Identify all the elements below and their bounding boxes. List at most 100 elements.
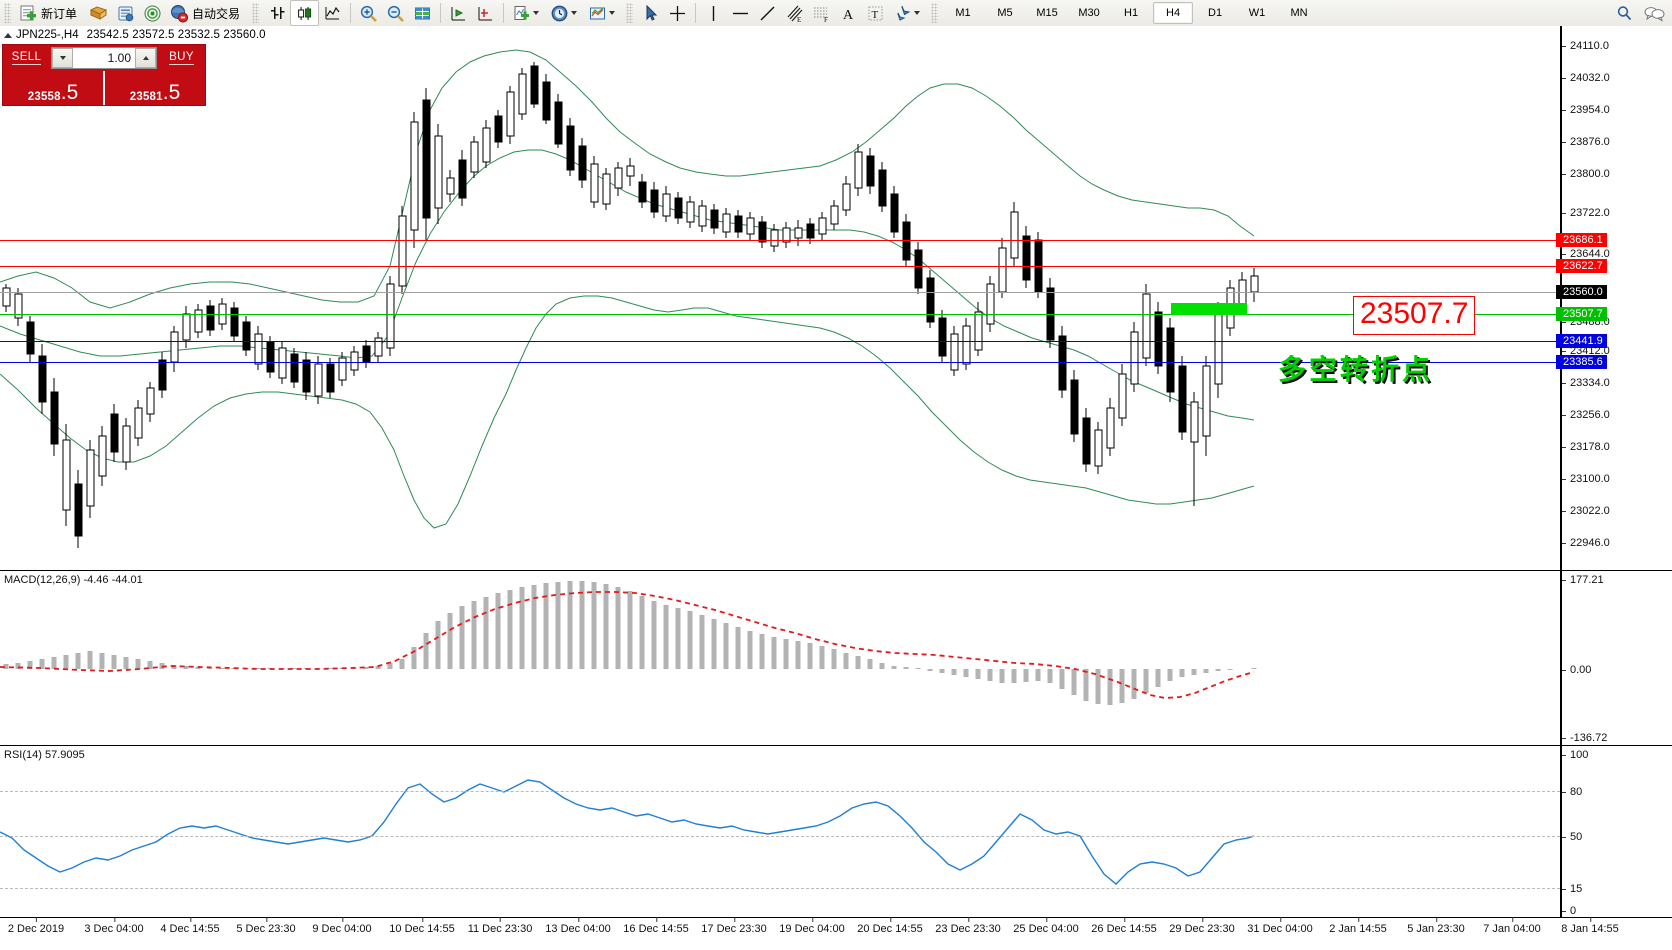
equidistant-channel-button[interactable]: E	[781, 1, 808, 25]
symbol-header: JPN225-,H4 23542.5 23572.5 23532.5 23560…	[4, 28, 266, 42]
shift-end-button[interactable]	[445, 1, 472, 25]
indicators-dropdown-caret[interactable]	[533, 11, 540, 15]
sell-price-frac: .5	[60, 81, 79, 105]
price-tag-23507[interactable]: 23507.7	[1556, 307, 1607, 321]
indicators-icon	[511, 3, 532, 24]
timeframe-m30[interactable]: M30	[1078, 7, 1100, 19]
price-pane[interactable]: 24110.0 24032.0 23954.0 23876.0 23800.0 …	[0, 26, 1672, 570]
level-line-23385[interactable]	[0, 362, 1560, 363]
navigator-button[interactable]	[139, 1, 166, 25]
price-tick: 23722.0	[1562, 207, 1610, 219]
toolbar-separator-4	[695, 3, 697, 23]
timeframe-d1[interactable]: D1	[1208, 7, 1223, 19]
horizontal-line-icon	[730, 3, 751, 24]
level-line-23507[interactable]	[0, 314, 1560, 315]
collapse-triangle-icon[interactable]	[4, 32, 12, 38]
price-tag-23441[interactable]: 23441.9	[1556, 334, 1607, 348]
price-tick: 23954.0	[1562, 104, 1610, 116]
indicators-button[interactable]	[508, 1, 546, 25]
timeframe-m15[interactable]: M15	[1036, 7, 1058, 19]
zoom-in-button[interactable]	[355, 1, 382, 25]
macd-tick: 177.21	[1562, 574, 1604, 586]
fibonacci-button[interactable]: F	[808, 1, 835, 25]
price-axis[interactable]: 24110.0 24032.0 23954.0 23876.0 23800.0 …	[1556, 26, 1672, 570]
volume-input[interactable]: 1.00	[73, 48, 135, 68]
macd-plot-svg	[0, 581, 1257, 705]
level-line-23622[interactable]	[0, 263, 1560, 269]
macd-tick: -136.72	[1562, 732, 1607, 744]
text-label-icon: T	[865, 3, 886, 24]
timeframe-m5[interactable]: M5	[997, 7, 1013, 19]
macd-axis[interactable]: 177.21 0.00 -136.72	[1560, 571, 1672, 745]
toolbar-grip-2[interactable]	[252, 3, 260, 23]
text-button[interactable]: A	[835, 1, 862, 25]
vertical-line-button[interactable]	[700, 1, 727, 25]
rsi-pane[interactable]: RSI(14) 57.9095 100 80 50 15 0	[0, 745, 1672, 917]
time-tick: 2 Dec 2019	[7, 917, 65, 935]
macd-label: MACD(12,26,9) -4.46 -44.01	[4, 574, 143, 586]
crosshair-button[interactable]	[664, 1, 691, 25]
period-dropdown-caret[interactable]	[571, 11, 578, 15]
trendline-button[interactable]	[754, 1, 781, 25]
rsi-axis[interactable]: 100 80 50 15 0	[1560, 746, 1672, 917]
toolbar-separator-2	[440, 3, 442, 23]
text-label-button[interactable]: T	[862, 1, 889, 25]
candlestick-chart-button[interactable]	[290, 0, 320, 26]
line-chart-button[interactable]	[319, 1, 346, 25]
chat-icon[interactable]	[1643, 3, 1665, 24]
timeframe-mn[interactable]: MN	[1290, 7, 1308, 19]
rsi-line	[0, 779, 1255, 885]
horizontal-line-button[interactable]	[727, 1, 754, 25]
bar-chart-button[interactable]	[263, 1, 290, 25]
volume-decrease-button[interactable]	[52, 48, 73, 68]
time-tick: 19 Dec 04:00	[779, 917, 845, 935]
timeframe-h4[interactable]: H4	[1153, 2, 1194, 24]
buy-button[interactable]: BUY	[158, 45, 205, 71]
candlestick-chart-icon	[294, 3, 315, 24]
macd-tick: 0.00	[1562, 664, 1591, 676]
chart-area[interactable]: 24110.0 24032.0 23954.0 23876.0 23800.0 …	[0, 26, 1672, 950]
sell-price[interactable]: 23558 .5	[3, 71, 103, 105]
time-axis[interactable]: 2 Dec 2019 3 Dec 04:00 4 Dec 14:55 5 Dec…	[0, 917, 1672, 950]
toolbar-grip[interactable]	[4, 3, 11, 23]
grid-button[interactable]	[409, 1, 436, 25]
rsi-tick: 50	[1562, 831, 1582, 843]
search-icon[interactable]	[1614, 3, 1635, 24]
toolbar-grip-3[interactable]	[626, 3, 634, 23]
level-line-23441[interactable]	[0, 338, 1560, 344]
one-click-trading-panel[interactable]: SELL 1.00 BUY 23558 .5 23581	[2, 44, 206, 106]
auto-scroll-button[interactable]	[472, 1, 499, 25]
period-button[interactable]	[546, 1, 584, 25]
market-watch-icon	[115, 3, 136, 24]
templates-dropdown-caret[interactable]	[609, 11, 616, 15]
shapes-button[interactable]	[889, 1, 927, 25]
price-tag-23686[interactable]: 23686.1	[1556, 233, 1607, 247]
shapes-dropdown-caret[interactable]	[914, 11, 921, 15]
macd-plot[interactable]	[0, 571, 1560, 745]
period-icon	[549, 3, 570, 24]
symbol-title: JPN225-,H4	[16, 29, 79, 41]
timeframe-h1[interactable]: H1	[1124, 7, 1139, 19]
price-plot[interactable]	[0, 26, 1560, 570]
macd-pane[interactable]: MACD(12,26,9) -4.46 -44.01	[0, 570, 1672, 745]
profiles-button[interactable]	[85, 1, 112, 25]
price-tag-23622[interactable]: 23622.7	[1556, 259, 1607, 273]
volume-increase-button[interactable]	[135, 48, 156, 68]
autotrading-button[interactable]: 自动交易	[166, 1, 248, 25]
zoom-out-button[interactable]	[382, 1, 409, 25]
volume-stepper[interactable]: 1.00	[51, 47, 157, 69]
new-order-button[interactable]: 新订单	[15, 1, 85, 25]
level-line-23686[interactable]	[0, 237, 1560, 243]
chevron-up-icon	[142, 56, 149, 60]
buy-price[interactable]: 23581 .5	[105, 71, 205, 105]
market-watch-button[interactable]	[112, 1, 139, 25]
sell-button[interactable]: SELL	[3, 45, 50, 71]
cursor-button[interactable]	[637, 1, 664, 25]
price-tag-23385[interactable]: 23385.6	[1556, 355, 1607, 369]
profiles-icon	[88, 3, 109, 24]
timeframe-w1[interactable]: W1	[1248, 7, 1266, 19]
rsi-plot[interactable]	[0, 746, 1560, 917]
templates-button[interactable]	[584, 1, 622, 25]
timeframe-m1[interactable]: M1	[955, 7, 971, 19]
toolbar-grip-4[interactable]	[931, 3, 939, 23]
